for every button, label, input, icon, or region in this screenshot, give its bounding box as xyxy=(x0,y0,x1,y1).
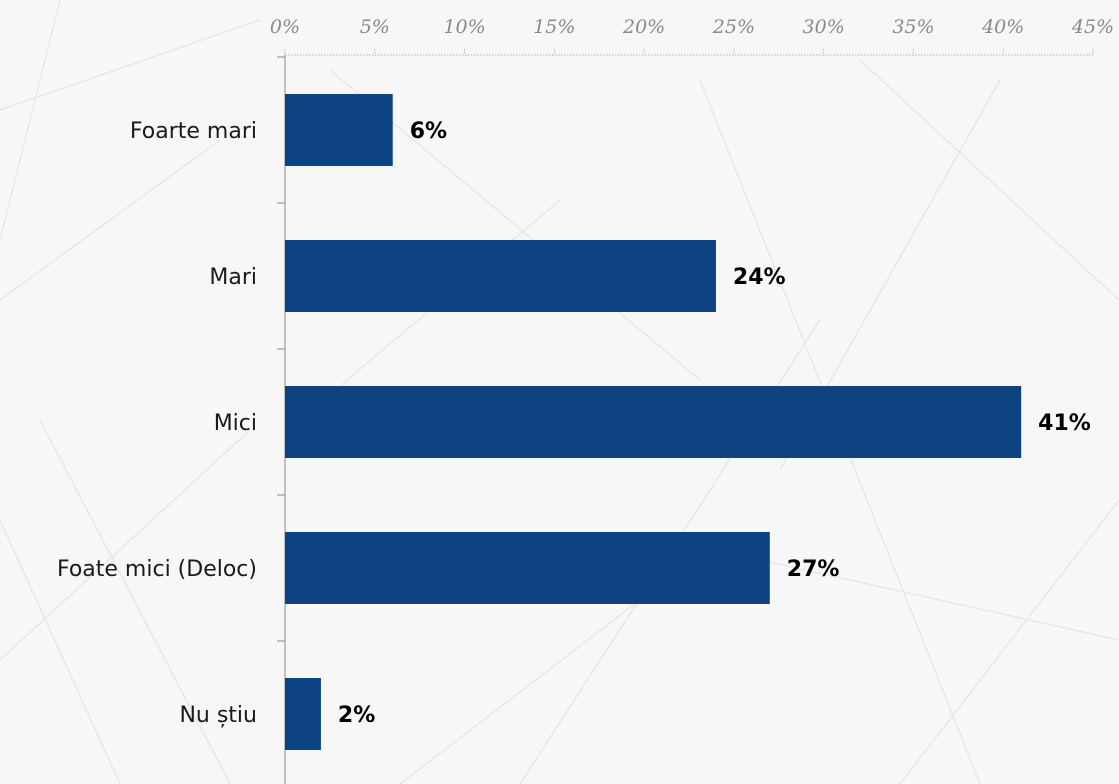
y-axis-ticks xyxy=(277,56,285,642)
x-tick-label: 15% xyxy=(533,16,575,38)
data-label: 41% xyxy=(1038,411,1091,436)
data-labels: 6% 24% 41% 27% 2% xyxy=(338,119,1091,728)
bar xyxy=(285,240,716,312)
category-labels: Foarte mari Mari Mici Foate mici (Deloc) Nu … xyxy=(57,119,257,728)
x-axis: 0% 5% 10% 15% 20% 25% 30% 35% 40% 45% xyxy=(270,16,1114,56)
bar xyxy=(285,678,321,750)
x-tick-label: 45% xyxy=(1071,16,1114,38)
category-label: Mari xyxy=(209,265,257,290)
x-tick-label: 25% xyxy=(712,16,755,38)
x-tick-label: 5% xyxy=(360,16,390,38)
bar xyxy=(285,94,393,166)
x-tick-label: 0% xyxy=(270,16,300,38)
category-label: Mici xyxy=(214,411,257,436)
x-tick-label: 30% xyxy=(803,16,845,38)
category-label: Foarte mari xyxy=(130,119,257,144)
x-tick-label: 10% xyxy=(443,16,485,38)
data-label: 2% xyxy=(338,703,375,728)
data-label: 24% xyxy=(733,265,786,290)
x-tick-label: 40% xyxy=(981,16,1024,38)
bar xyxy=(285,532,770,604)
x-axis-ticks: 0% 5% 10% 15% 20% 25% 30% 35% 40% 45% xyxy=(270,16,1114,55)
x-tick-label: 20% xyxy=(622,16,665,38)
bar xyxy=(285,386,1022,458)
bars xyxy=(285,94,1022,750)
data-label: 6% xyxy=(410,119,447,144)
category-label: Foate mici (Deloc) xyxy=(57,557,257,582)
data-label: 27% xyxy=(787,557,840,582)
x-tick-label: 35% xyxy=(892,16,934,38)
category-label: Nu știu xyxy=(179,703,257,728)
